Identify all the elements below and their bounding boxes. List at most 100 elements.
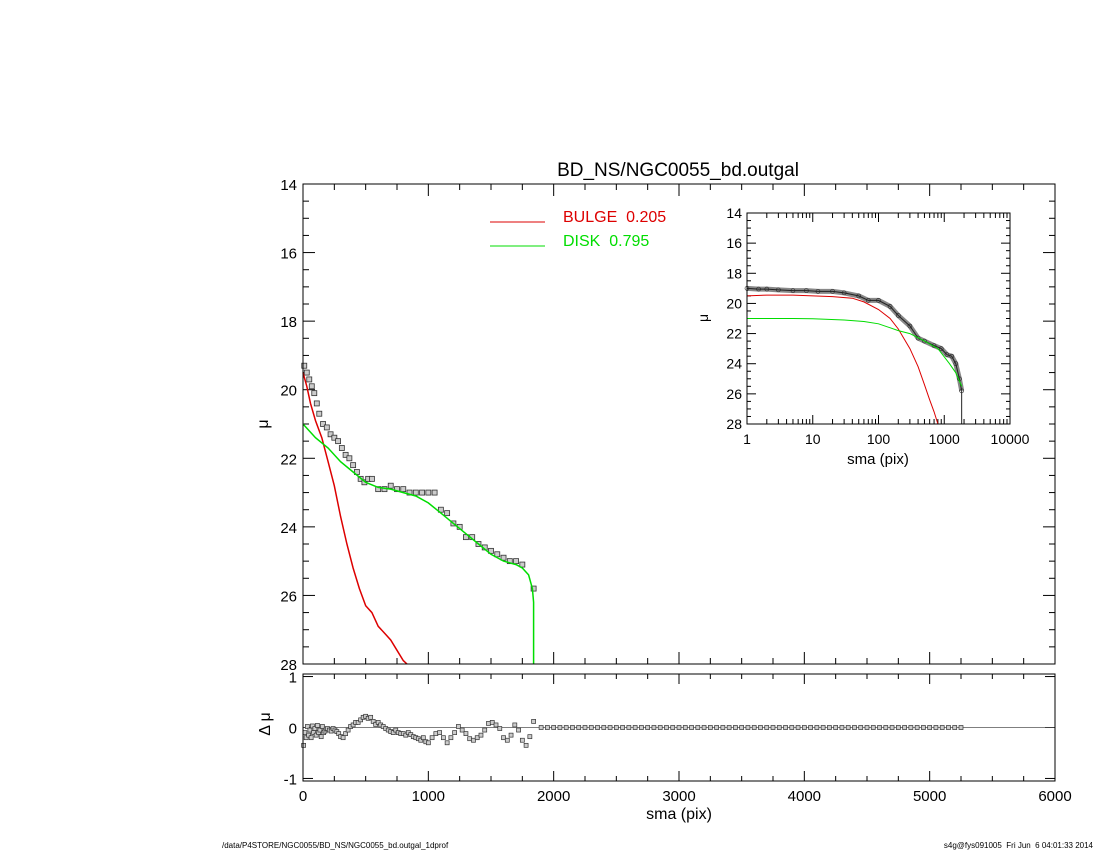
residual-point	[456, 724, 461, 729]
inset-ticks: 1 10 100 1000 10000 14 16 18 20 22 24 26 28	[726, 205, 1029, 447]
inset-data-point	[907, 323, 913, 329]
residual-point	[908, 725, 914, 730]
residual-point	[739, 725, 745, 730]
residual-point	[870, 725, 876, 730]
residual-point	[474, 735, 480, 741]
residual-panel: Δ μ sma (pix) 0 1000 2000 3000 4000 5000 6000 1…	[257, 670, 1072, 823]
data-point	[513, 558, 519, 565]
residual-point	[519, 737, 525, 743]
inset-data-point	[764, 286, 770, 292]
data-point	[335, 438, 341, 445]
residual-point	[801, 725, 807, 730]
data-point	[369, 475, 375, 482]
data-point	[444, 510, 451, 517]
residual-point	[776, 725, 782, 730]
inset-data-point	[953, 361, 959, 367]
residual-point	[695, 725, 701, 730]
residual-point	[390, 730, 396, 735]
inset-data-point	[922, 338, 927, 344]
data-point	[303, 369, 310, 376]
residual-point	[320, 724, 325, 729]
residual-point	[883, 725, 889, 730]
residual-point	[317, 727, 323, 733]
residual-point	[620, 725, 625, 730]
residual-point	[720, 725, 726, 730]
inset-disk-line	[747, 318, 963, 387]
inset-y-tick-label: 20	[726, 295, 742, 311]
residual-point	[308, 735, 314, 741]
residual-point	[576, 725, 582, 730]
residual-point	[689, 725, 694, 730]
residual-point	[418, 737, 424, 743]
data-point	[419, 489, 425, 496]
inset-data-point	[856, 293, 862, 299]
residual-y-tick-label: 0	[289, 721, 297, 738]
x-tick-label: 1000	[412, 788, 445, 805]
bulge-profile-line	[302, 372, 408, 665]
residual-y-axis-label: Δ μ	[257, 712, 274, 735]
residual-point	[318, 734, 324, 740]
residual-point	[595, 725, 600, 730]
residual-point	[345, 727, 351, 733]
data-point	[323, 424, 330, 431]
footer-file-path: /data/P4STORE/NGC0055/BD_NS/NGC0055_bd.o…	[222, 841, 449, 850]
main-y-tick-label: 20	[280, 383, 297, 400]
inset-x-tick-label: 10	[805, 431, 821, 447]
data-point	[425, 489, 432, 496]
residual-point	[902, 725, 907, 730]
residual-point	[313, 732, 319, 738]
residual-point	[682, 725, 688, 730]
main-y-axis-label: μ	[255, 419, 272, 428]
inset-data-point	[815, 289, 821, 294]
chart-title: BD_NS/NGC0055_bd.outgal	[557, 160, 799, 181]
data-point	[431, 489, 438, 496]
data-point	[400, 486, 407, 493]
residual-point	[852, 725, 857, 730]
residual-point	[770, 725, 776, 730]
residual-point	[845, 725, 851, 730]
residual-point	[444, 740, 450, 746]
inset-data-point	[841, 290, 847, 296]
residual-point	[607, 725, 613, 730]
data-point	[327, 431, 334, 438]
residual-point	[437, 730, 442, 735]
residual-axes-frame	[302, 673, 1056, 782]
data-point	[500, 554, 507, 561]
residual-point	[343, 731, 348, 736]
x-tick-label: 3000	[662, 788, 695, 805]
inset-data-point	[804, 288, 809, 293]
data-point	[313, 400, 320, 407]
residual-point	[340, 735, 346, 741]
x-tick-label: 6000	[1038, 788, 1071, 805]
residual-y-tick-label: -1	[284, 771, 297, 788]
residual-point	[516, 727, 521, 733]
inset-observed-line	[746, 287, 963, 391]
residual-point	[350, 722, 356, 728]
residual-point	[645, 725, 651, 730]
data-point	[494, 551, 501, 558]
inset-data-point	[895, 313, 901, 318]
data-point	[346, 455, 353, 462]
residual-point	[570, 725, 575, 730]
residual-point	[452, 730, 458, 735]
residual-point	[820, 725, 826, 730]
x-tick-label: 4000	[788, 788, 821, 805]
residual-point	[486, 721, 491, 726]
inset-data-point	[915, 335, 921, 341]
data-point	[519, 561, 526, 568]
inset-x-tick-label: 1	[743, 431, 751, 447]
residual-point	[545, 725, 550, 730]
residual-point	[657, 725, 663, 730]
residual-point	[538, 725, 544, 730]
main-y-tick-label: 24	[280, 520, 297, 537]
data-point	[506, 558, 513, 565]
residual-point	[358, 717, 364, 723]
residual-point	[808, 725, 813, 730]
data-point	[320, 421, 326, 427]
inset-data-point	[756, 286, 761, 292]
residual-point	[588, 725, 594, 730]
residual-point	[497, 726, 503, 731]
residual-point	[783, 725, 788, 730]
